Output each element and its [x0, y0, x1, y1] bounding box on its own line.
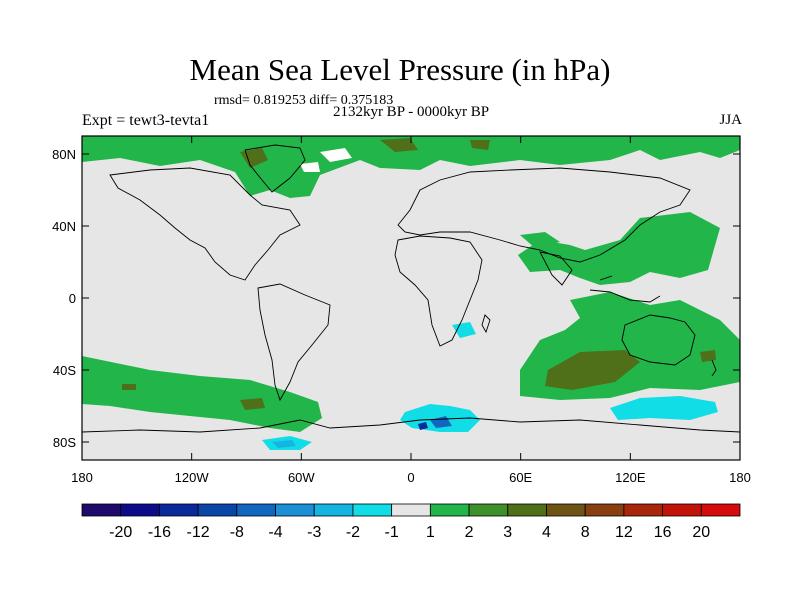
colorbar-label: 1	[426, 524, 435, 541]
weddell-negative-core	[272, 440, 296, 448]
east-asia-positive-region	[518, 212, 720, 285]
southeast-asia-islands	[589, 275, 661, 303]
colorbar-swatch	[352, 503, 393, 517]
y-tick-label: 0	[69, 291, 76, 306]
europe-asia-coast	[397, 167, 691, 263]
y-tick-label: 40S	[53, 363, 76, 378]
arctic-positive-core-north	[380, 138, 418, 152]
colorbar-label: 12	[615, 524, 633, 541]
madagascar-coast	[481, 314, 491, 334]
colorbar-swatch	[468, 503, 509, 517]
x-tick-label: 120E	[615, 470, 646, 485]
x-tick-label: 60W	[288, 470, 315, 485]
colorbar-label: -20	[109, 524, 132, 541]
south-australia-negative-region	[610, 396, 718, 420]
colorbar-swatch	[197, 503, 238, 517]
india-coast	[539, 251, 573, 286]
rmsd-diff-stats: rmsd= 0.819253 diff= 0.375183	[214, 93, 394, 108]
colorbar-swatch	[546, 503, 586, 517]
x-tick-label: 120W	[175, 470, 210, 485]
colorbar-swatch	[120, 503, 160, 517]
colorbar-swatch	[236, 503, 276, 517]
antarctica-coast	[82, 417, 740, 433]
colorbar: -20 -16 -12 -8 -4 -3 -2 -1 1 2 3 4 8 12 16 20	[81, 503, 741, 541]
africa-negative-region	[452, 322, 476, 338]
southwest-pacific-positive-core	[700, 350, 716, 362]
colorbar-label: 4	[542, 524, 551, 541]
colorbar-label: -16	[148, 524, 171, 541]
colorbar-label: 3	[503, 524, 512, 541]
x-tick-label: 180	[729, 470, 751, 485]
siberia-positive-core	[470, 140, 490, 150]
north-america-coast	[109, 167, 301, 281]
experiment-label: Expt = tewt3-tevta1	[82, 112, 210, 129]
season-label: JJA	[719, 112, 742, 128]
africa-coast	[394, 235, 483, 347]
colorbar-label: -2	[346, 524, 360, 541]
chart-subtitle: 2132kyr BP - 0000kyr BP	[332, 104, 490, 120]
colorbar-swatch	[662, 503, 702, 517]
chart-title: Mean Sea Level Pressure (in hPa)	[189, 52, 611, 87]
antarctic-negative-deep	[418, 422, 428, 430]
colorbar-label: 16	[654, 524, 672, 541]
greenland-coast	[244, 144, 306, 193]
colorbar-label: 2	[465, 524, 474, 541]
colorbar-label: -1	[385, 524, 399, 541]
colorbar-swatch	[429, 503, 470, 517]
y-tick-label: 40N	[52, 219, 76, 234]
coastlines	[82, 144, 740, 433]
south-pacific-positive-region	[82, 356, 322, 432]
colorbar-label: -4	[268, 524, 282, 541]
y-tick-label: 80S	[53, 435, 76, 450]
colorbar-label: 8	[581, 524, 590, 541]
greenland-positive-core	[240, 148, 268, 168]
south-america-coast	[257, 283, 331, 402]
anomaly-fields	[82, 136, 740, 450]
x-tick-label: 60E	[509, 470, 532, 485]
south-indian-ocean-positive-core	[545, 350, 640, 390]
colorbar-swatch	[391, 503, 431, 517]
colorbar-swatch	[623, 503, 663, 517]
new-zealand-coast	[711, 359, 717, 377]
colorbar-label: -8	[230, 524, 244, 541]
colorbar-label: 20	[692, 524, 710, 541]
colorbar-swatch	[313, 503, 354, 517]
colorbar-swatch	[275, 503, 315, 517]
y-tick-label: 80N	[52, 147, 76, 162]
axes: 180 120W 60W 0 60E 120E 180 80N 40N 0 40S 80S	[52, 136, 751, 485]
south-pacific-positive-core-2	[122, 384, 136, 390]
colorbar-label: -12	[187, 524, 210, 541]
colorbar-swatch	[81, 503, 122, 517]
arctic-white-patch-2	[300, 162, 320, 172]
x-tick-label: 0	[407, 470, 414, 485]
colorbar-swatch	[584, 503, 625, 517]
arctic-white-patch	[320, 148, 352, 162]
colorbar-swatch	[507, 503, 547, 517]
colorbar-label: -3	[307, 524, 321, 541]
x-tick-label: 180	[71, 470, 93, 485]
arabia-positive	[520, 232, 560, 248]
australia-coast	[621, 314, 696, 366]
colorbar-swatch	[700, 503, 741, 517]
south-pacific-positive-core	[240, 398, 265, 410]
colorbar-swatch	[159, 503, 199, 517]
